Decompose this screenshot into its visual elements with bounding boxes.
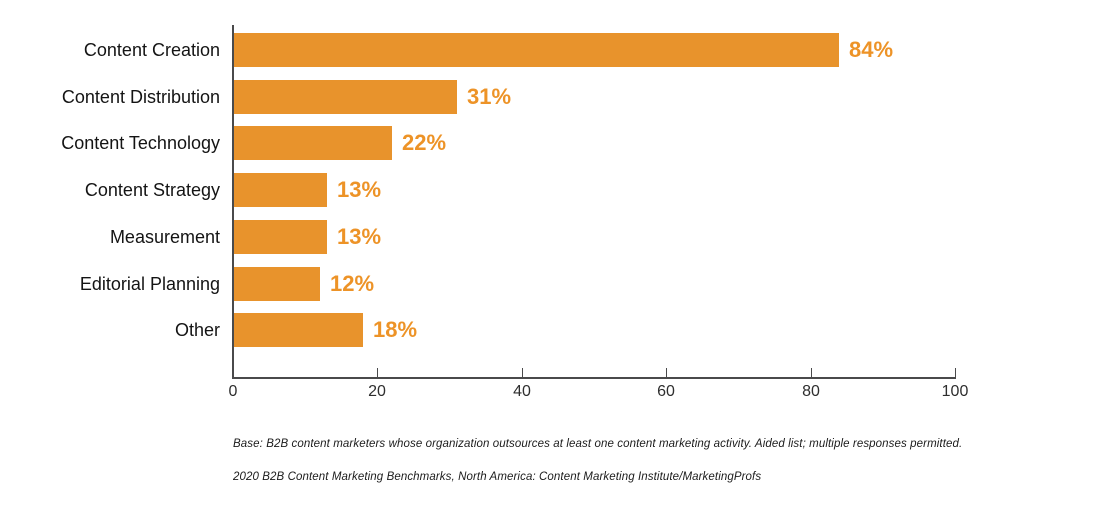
category-label: Other (174, 320, 220, 340)
value-label: 12% (330, 271, 375, 296)
x-tick-label: 80 (802, 383, 820, 400)
footnote-source: 2020 B2B Content Marketing Benchmarks, N… (233, 471, 762, 483)
bar (233, 126, 392, 160)
category-label: Content Technology (61, 133, 220, 153)
category-label: Content Distribution (61, 87, 220, 107)
value-label: 13% (337, 177, 382, 202)
x-tick-mark (377, 368, 378, 377)
x-tick-mark (522, 368, 523, 377)
bar (233, 33, 839, 67)
y-axis-line (232, 25, 234, 378)
bar (233, 267, 320, 301)
value-label: 18% (373, 317, 418, 342)
bar (233, 173, 327, 207)
category-label: Content Creation (83, 40, 220, 60)
bar (233, 313, 363, 347)
category-label: Editorial Planning (79, 274, 220, 294)
x-tick-label: 20 (368, 383, 386, 400)
x-tick-label: 60 (657, 383, 675, 400)
category-label: Measurement (109, 227, 220, 247)
x-tick-mark (233, 368, 234, 377)
value-label: 13% (337, 224, 382, 249)
x-tick-mark (955, 368, 956, 377)
footnote-base: Base: B2B content marketers whose organi… (233, 438, 963, 450)
value-label: 31% (467, 84, 512, 109)
x-tick-label: 40 (513, 383, 531, 400)
x-axis-line (232, 377, 956, 379)
x-tick-label: 0 (228, 383, 238, 400)
bar (233, 220, 327, 254)
bar (233, 80, 457, 114)
value-label: 22% (402, 130, 447, 155)
value-label: 84% (849, 37, 894, 62)
x-tick-mark (811, 368, 812, 377)
category-label: Content Strategy (84, 180, 220, 200)
x-tick-mark (666, 368, 667, 377)
x-tick-label: 100 (941, 383, 969, 400)
